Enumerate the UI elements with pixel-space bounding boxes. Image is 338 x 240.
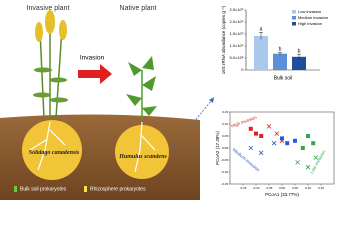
- legend-swatch: [292, 16, 296, 20]
- x-tick-label: 0.05: [292, 186, 298, 190]
- rhizosphere: [22, 120, 82, 180]
- group-label: Low invasion: [309, 149, 327, 174]
- invasive-species: Solidago canadensis: [28, 150, 80, 156]
- group-label: High invasion: [230, 115, 258, 129]
- point: [313, 155, 319, 160]
- y-axis-label: PCoA2 (17.38%): [215, 131, 220, 165]
- bar: [273, 53, 287, 70]
- x-tick-label: -0.10: [253, 186, 260, 190]
- point: [295, 160, 300, 165]
- point: [285, 141, 290, 146]
- y-tick-label: -0.15: [221, 182, 228, 186]
- legend-label: Bulk soil prokaryotes: [20, 186, 67, 192]
- invasion-arrow: [78, 64, 112, 84]
- legend-label: Medium invasion: [298, 15, 328, 20]
- y-axis-label: 16S rRNA abundance (copies g⁻¹): [221, 5, 226, 74]
- figure: Invasion Invasive plant Native plant Sol…: [0, 5, 335, 200]
- point: [305, 164, 311, 170]
- point: [280, 136, 284, 141]
- y-tick-label: -0.05: [221, 158, 228, 162]
- y-tick-label: 2.0×10⁹: [229, 19, 243, 24]
- point: [259, 134, 264, 138]
- legend-label: High invasion: [298, 21, 322, 26]
- point: [306, 134, 310, 138]
- bar: [254, 35, 268, 70]
- roots: [29, 121, 156, 173]
- x-tick-label: -0.15: [240, 186, 247, 190]
- y-tick-label: 1.0×10⁹: [229, 43, 243, 48]
- arrow-label: Invasion: [80, 55, 105, 62]
- point: [300, 146, 305, 150]
- native-plant: [126, 56, 157, 120]
- point: [266, 124, 272, 129]
- group-label: Medium invasion: [232, 147, 261, 173]
- y-tick-label: 1.5×10⁹: [229, 31, 243, 36]
- significance-letter: b: [298, 48, 301, 54]
- y-tick-label: 0.05: [222, 134, 228, 138]
- point: [254, 131, 258, 136]
- y-tick-label: 0.10: [222, 122, 228, 126]
- legend-swatch: [84, 186, 87, 192]
- legend-swatch: [292, 22, 296, 26]
- page: Invasion Invasive plant Native plant Sol…: [0, 4, 335, 200]
- x-tick-label: 0.00: [279, 186, 285, 190]
- point: [248, 126, 253, 131]
- x-tick-label: -0.05: [266, 186, 273, 190]
- x-tick-label: 0.15: [318, 186, 324, 190]
- y-tick-label: -0.10: [221, 170, 228, 174]
- flowers: [35, 10, 67, 42]
- significance-letter: a: [260, 27, 263, 33]
- native-species: Humulus scandens: [119, 154, 167, 160]
- link-arrowhead: [209, 97, 214, 103]
- y-tick-label: 0.00: [222, 146, 228, 150]
- y-tick-label: 0: [241, 67, 244, 72]
- y-tick-label: 2.5×10⁹: [229, 7, 243, 12]
- legend-swatch: [292, 10, 296, 14]
- point: [258, 150, 264, 156]
- point: [311, 141, 316, 146]
- legend-label: Rhizosphere prokaryotes: [90, 186, 146, 192]
- point: [248, 145, 254, 151]
- bar: [292, 56, 306, 70]
- legend-swatch: [14, 186, 17, 192]
- species-box: Humulus scandens: [119, 154, 167, 160]
- significance-letter: b: [279, 47, 282, 53]
- invasive-label: Invasive plant: [27, 5, 70, 12]
- point: [293, 138, 297, 143]
- illustration: Invasion Invasive plant Native plant Sol…: [0, 5, 214, 200]
- legend-label: Low invasion: [298, 9, 321, 14]
- point: [271, 140, 277, 146]
- x-axis-label: PCoA1 (33.77%): [265, 192, 299, 197]
- species-box: Solidago canadensis: [28, 150, 80, 156]
- leaves: [33, 67, 68, 103]
- native-label: Native plant: [120, 5, 157, 12]
- y-tick-label: 0.15: [222, 110, 228, 114]
- point: [274, 131, 280, 136]
- x-axis-label: Bulk soil: [274, 75, 293, 81]
- rhizosphere: [115, 125, 169, 179]
- x-tick-label: 0.10: [305, 186, 311, 190]
- y-tick-label: 5.0×10⁸: [229, 55, 243, 60]
